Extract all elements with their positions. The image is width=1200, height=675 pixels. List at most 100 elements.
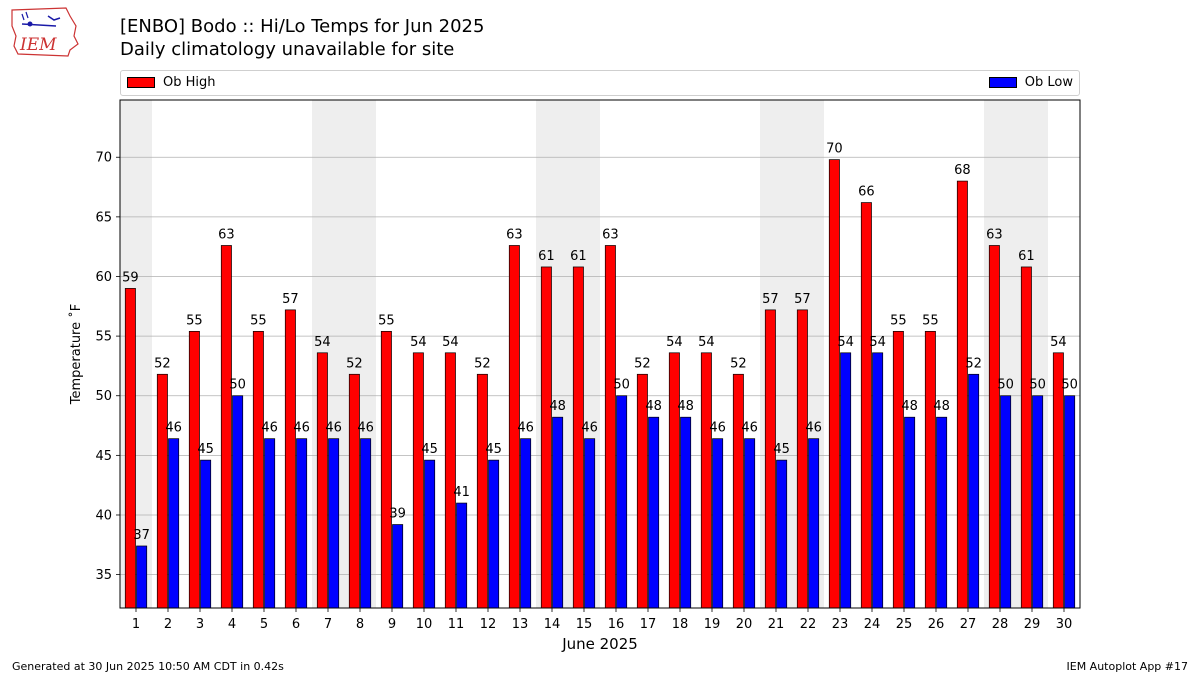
- y-tick-label: 55: [95, 330, 112, 345]
- bar-high: [540, 266, 552, 609]
- chart-title: [ENBO] Bodo :: Hi/Lo Temps for Jun 2025: [120, 16, 485, 37]
- x-tick-label: 9: [388, 617, 396, 632]
- bar-low: [968, 373, 980, 609]
- x-tick-label: 8: [356, 617, 364, 632]
- plot-frame: [119, 99, 1081, 609]
- bar-high: [892, 330, 904, 609]
- bar-low: [584, 438, 596, 609]
- weekend-band: [536, 100, 568, 608]
- bar-high: [924, 330, 936, 609]
- bar-high: [124, 288, 136, 609]
- bar-low: [520, 438, 532, 609]
- bar-low: [168, 438, 180, 609]
- bar-label-high: 66: [858, 185, 875, 200]
- x-tick-label: 22: [800, 617, 817, 632]
- bar-label-high: 52: [634, 356, 651, 371]
- bar-high: [508, 245, 520, 609]
- bar-high: [444, 352, 456, 609]
- bar-low: [232, 395, 244, 609]
- chart-subtitle: Daily climatology unavailable for site: [120, 39, 455, 60]
- bar-low: [776, 459, 788, 609]
- bar-label-low: 45: [421, 442, 438, 457]
- weekend-band: [792, 100, 824, 608]
- x-tick-label: 25: [896, 617, 913, 632]
- bar-label-low: 39: [389, 507, 406, 522]
- bar-label-low: 45: [773, 442, 790, 457]
- weekend-band: [120, 100, 152, 608]
- x-tick-label: 30: [1056, 617, 1073, 632]
- bar-high: [604, 245, 616, 609]
- bar-label-low: 46: [805, 421, 822, 436]
- bar-label-high: 52: [154, 356, 171, 371]
- bar-high: [1052, 352, 1064, 609]
- bar-label-low: 46: [581, 421, 598, 436]
- bar-high: [348, 373, 360, 609]
- legend: Ob High Ob Low: [120, 70, 1080, 96]
- bar-low: [744, 438, 756, 609]
- bar-label-high: 61: [538, 249, 555, 264]
- bar-low: [1000, 395, 1012, 609]
- bar-label-high: 54: [698, 335, 715, 350]
- bar-label-low: 48: [933, 399, 950, 414]
- bar-high: [252, 330, 264, 609]
- legend-label-low: Ob Low: [1024, 75, 1073, 90]
- y-tick-label: 40: [95, 508, 112, 523]
- bar-label-high: 55: [922, 313, 939, 328]
- bar-label-high: 63: [218, 227, 235, 242]
- bar-high: [828, 159, 840, 609]
- bar-low: [296, 438, 308, 609]
- bar-label-low: 46: [293, 421, 310, 436]
- footer-app: IEM Autoplot App #17: [1066, 660, 1189, 673]
- bar-label-low: 46: [709, 421, 726, 436]
- bar-label-low: 50: [997, 378, 1014, 393]
- bar-label-low: 46: [261, 421, 278, 436]
- weekend-band: [344, 100, 376, 608]
- x-tick-label: 3: [196, 617, 204, 632]
- bar-label-low: 50: [229, 378, 246, 393]
- bar-label-high: 59: [122, 270, 139, 285]
- bar-label-high: 63: [986, 227, 1003, 242]
- x-tick-label: 26: [928, 617, 945, 632]
- bar-label-low: 46: [741, 421, 758, 436]
- x-axis-label: June 2025: [561, 635, 638, 653]
- x-tick-label: 4: [228, 617, 236, 632]
- bar-high: [156, 373, 168, 609]
- bar-high: [572, 266, 584, 609]
- bar-low: [328, 438, 340, 609]
- bar-low: [872, 352, 884, 609]
- bar-high: [284, 309, 296, 609]
- bar-label-low: 46: [325, 421, 342, 436]
- bar-label-high: 63: [602, 227, 619, 242]
- bar-high: [988, 245, 1000, 609]
- bar-label-low: 54: [837, 335, 854, 350]
- bar-label-low: 48: [677, 399, 694, 414]
- x-tick-label: 1: [132, 617, 140, 632]
- logo-text: IEM: [19, 35, 57, 55]
- bar-label-high: 68: [954, 163, 971, 178]
- y-tick-label: 60: [95, 270, 112, 285]
- bar-label-low: 50: [613, 378, 630, 393]
- x-tick-label: 13: [512, 617, 529, 632]
- legend-item-high: Ob High: [127, 75, 216, 90]
- x-tick-label: 19: [704, 617, 721, 632]
- y-axis-label: Temperature ˚F: [68, 304, 84, 405]
- y-tick-label: 70: [95, 151, 112, 166]
- bar-low: [360, 438, 372, 609]
- bar-low: [136, 545, 148, 609]
- bar-label-high: 54: [1050, 335, 1067, 350]
- bar-high: [316, 352, 328, 609]
- bar-label-high: 57: [282, 292, 299, 307]
- bar-high: [636, 373, 648, 609]
- bar-label-low: 45: [485, 442, 502, 457]
- bar-label-high: 54: [442, 335, 459, 350]
- bar-label-high: 70: [826, 142, 843, 157]
- x-tick-label: 20: [736, 617, 753, 632]
- bar-high: [220, 245, 232, 609]
- bar-low: [712, 438, 724, 609]
- bar-high: [860, 202, 872, 609]
- x-tick-label: 6: [292, 617, 300, 632]
- x-tick-label: 23: [832, 617, 849, 632]
- iem-logo: IEM: [11, 7, 79, 57]
- bar-label-high: 61: [1018, 249, 1035, 264]
